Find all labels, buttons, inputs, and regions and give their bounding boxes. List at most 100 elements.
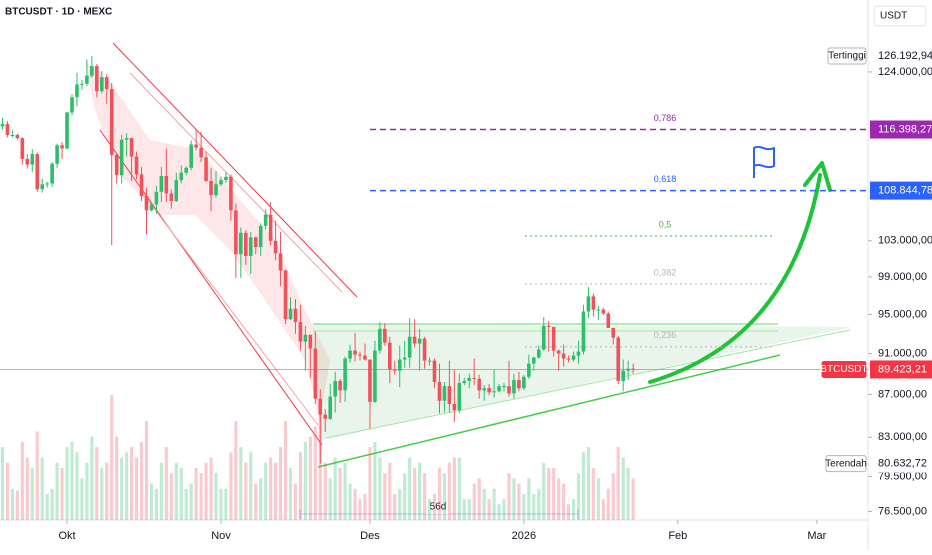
volume-bar — [288, 467, 293, 520]
candle-body — [373, 350, 377, 402]
candle-body — [80, 83, 84, 85]
candle-body — [184, 167, 189, 173]
volume-bar — [244, 462, 248, 520]
volume-bar — [154, 488, 159, 520]
volume-bar — [547, 467, 551, 520]
volume-bar — [413, 467, 417, 520]
volume-bar — [149, 483, 154, 520]
candle-body — [551, 326, 556, 351]
volume-bar — [303, 441, 307, 520]
volume-bar — [5, 462, 10, 520]
high-label: Tertinggi — [828, 51, 866, 62]
candle-body — [25, 158, 30, 165]
volume-bar — [134, 457, 139, 520]
volume-bar — [199, 473, 203, 520]
channel-line — [139, 189, 319, 426]
y-tick-label: 76.500,00 — [878, 505, 927, 517]
candle-body — [293, 308, 298, 323]
volume-bar — [45, 493, 49, 520]
high-value-badge — [870, 46, 932, 65]
currency-box — [873, 5, 927, 27]
candle-body — [204, 157, 208, 181]
candle-body — [15, 134, 20, 139]
y-tick-label: 124.000,00 — [878, 66, 932, 78]
volume-bar — [25, 457, 29, 520]
candle-body — [85, 75, 89, 84]
volume-bar — [293, 483, 298, 520]
volume-bar — [616, 447, 620, 520]
currency: USDT — [880, 11, 907, 22]
candle-body — [402, 357, 407, 360]
candle-body — [541, 325, 546, 350]
candle-body — [194, 144, 198, 148]
candle-body — [378, 328, 382, 351]
volume-bar — [65, 447, 69, 520]
candle-body — [517, 379, 521, 389]
candle-body — [457, 383, 462, 411]
candle-body — [323, 414, 328, 419]
volume-bar — [462, 499, 466, 520]
candle-body — [253, 237, 258, 248]
candle-body — [5, 124, 10, 135]
candle-body — [477, 378, 481, 391]
volume-bar — [542, 462, 546, 520]
volume-bar — [522, 493, 526, 520]
candle-body — [179, 172, 184, 181]
volume-bar — [492, 488, 496, 520]
low-value: 80.632,72 — [878, 458, 927, 470]
volume-bar — [184, 488, 188, 520]
volume-bar — [373, 441, 377, 520]
candle-body — [234, 210, 238, 255]
volume-bar — [363, 493, 367, 520]
volume-bar — [254, 483, 258, 520]
candle-body — [248, 237, 253, 256]
y-tick-label: 103.000,00 — [878, 235, 932, 247]
volume-bar — [586, 447, 591, 520]
candle-body — [55, 145, 59, 164]
candle-body — [114, 154, 119, 176]
volume-bar — [576, 473, 581, 520]
candle-body — [536, 349, 541, 358]
volume-bar — [264, 462, 268, 520]
candle-body — [522, 376, 526, 389]
support-line — [317, 354, 781, 468]
candle-body — [338, 380, 342, 391]
volume-bar — [422, 473, 427, 520]
candle-body — [546, 325, 551, 327]
candle-body — [224, 176, 228, 181]
candle-body — [383, 328, 387, 343]
volume-bar — [0, 447, 5, 520]
volume-bar — [562, 483, 566, 520]
volume-bar — [20, 441, 24, 520]
candle-body — [492, 391, 496, 393]
volume-bar — [110, 395, 114, 520]
fib-price-badge — [870, 120, 932, 139]
volume-bar — [368, 447, 372, 520]
volume-bar — [174, 462, 178, 520]
candle-body — [144, 195, 149, 211]
volume-bar — [50, 488, 54, 520]
candle-body — [258, 225, 263, 248]
volume-bar — [239, 447, 243, 520]
fib-label: 0,618 — [654, 174, 677, 184]
volume-bar — [507, 473, 511, 520]
candle-body — [596, 309, 601, 311]
x-tick-label: Feb — [668, 530, 687, 542]
low-label-badge — [825, 455, 867, 473]
candle-body — [60, 145, 64, 149]
candle-body — [45, 183, 49, 185]
candle-body — [199, 147, 203, 158]
candle-body — [507, 386, 511, 394]
volume-bar — [502, 499, 506, 520]
volume-bar — [467, 499, 471, 520]
candle-body — [124, 138, 129, 140]
volume-bar — [139, 441, 144, 520]
volume-bar — [417, 462, 422, 520]
candle-body — [189, 144, 193, 168]
candle-body — [99, 77, 104, 92]
volume-bar — [80, 478, 84, 520]
volume-bar — [403, 473, 407, 520]
volume-bar — [606, 488, 610, 520]
candle-body — [214, 184, 218, 196]
